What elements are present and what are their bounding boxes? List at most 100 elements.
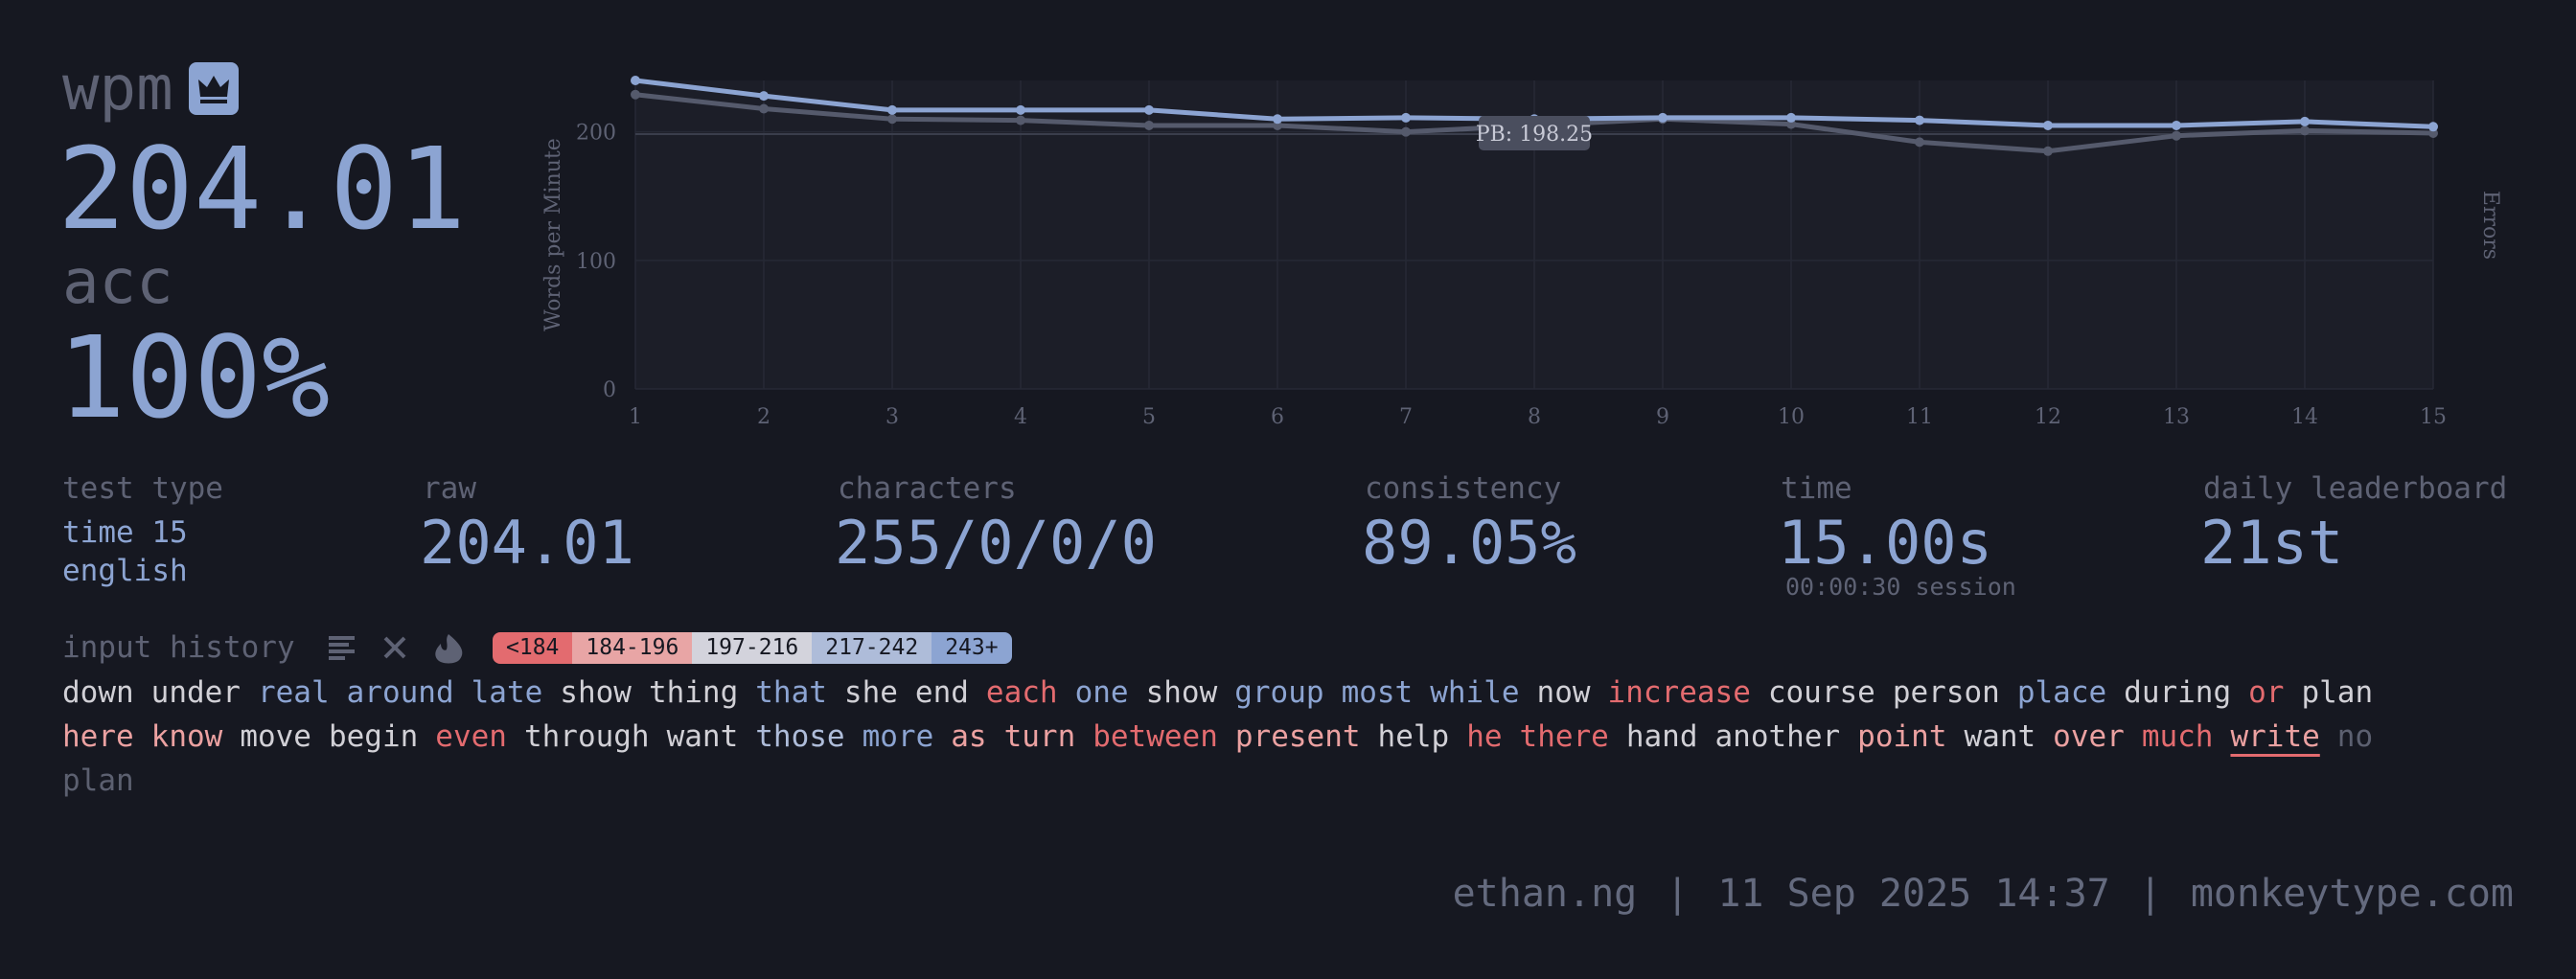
history-word: much — [2141, 719, 2214, 754]
stat-label: consistency — [1365, 471, 1562, 506]
history-word: between — [1092, 719, 1218, 754]
history-word: group — [1234, 675, 1324, 710]
history-word: another — [1714, 719, 1841, 754]
series-point — [1016, 115, 1025, 125]
y-axis-label: Words per Minute — [541, 138, 565, 331]
stat-value: 89.05% — [1362, 508, 1576, 578]
stat-label: test type — [62, 471, 223, 506]
history-word: move — [240, 719, 311, 754]
history-word: while — [1430, 675, 1520, 710]
history-word: plan — [2301, 675, 2374, 710]
input-history-label: input history — [62, 630, 295, 665]
series-point — [1786, 112, 1796, 123]
legend-item: 197-216 — [692, 632, 813, 664]
series-point — [2043, 120, 2053, 130]
series-point — [1658, 112, 1668, 123]
history-word: increase — [1607, 675, 1751, 710]
history-word: no — [2336, 719, 2374, 754]
series-point — [631, 89, 640, 100]
stat-value: 15.00s — [1778, 508, 1992, 578]
legend-item: <184 — [493, 632, 573, 664]
history-word: he — [1466, 719, 1503, 754]
stat-value: 21st — [2200, 508, 2344, 578]
x-tick-label: 5 — [1142, 405, 1156, 429]
series-point — [759, 91, 769, 102]
history-word: point — [1857, 719, 1947, 754]
history-word: as — [951, 719, 987, 754]
history-word: plan — [62, 763, 134, 798]
series-point — [759, 103, 769, 114]
history-word: one — [1074, 675, 1129, 710]
acc-label: acc — [62, 247, 173, 318]
stat-label: time — [1781, 471, 1852, 506]
history-word: more — [862, 719, 934, 754]
x-tick-label: 6 — [1271, 405, 1284, 429]
history-word: write — [2230, 719, 2320, 754]
footer-user: ethan.ng — [1452, 872, 1638, 916]
history-word: over — [2053, 719, 2125, 754]
series-point — [1915, 137, 1924, 148]
history-word: want — [1964, 719, 2036, 754]
series-point — [2300, 116, 2310, 126]
footer: ethan.ng | 11 Sep 2025 14:37 | monkeytype.co… — [1453, 872, 2514, 916]
x-tick-label: 3 — [886, 405, 899, 429]
history-word: most — [1341, 675, 1414, 710]
series-point — [2428, 122, 2438, 132]
x-tick-label: 1 — [629, 405, 642, 429]
series-point — [2300, 125, 2310, 136]
history-line: here know move begin even through want those mor… — [62, 715, 2390, 759]
wpm-label: wpm — [62, 54, 173, 125]
footer-separator: | — [1666, 872, 1690, 916]
stat-label: daily leaderboard — [2203, 471, 2508, 506]
history-word: place — [2016, 675, 2107, 710]
crown-badge — [189, 62, 239, 115]
footer-separator: | — [2138, 872, 2162, 916]
series-point — [1273, 114, 1282, 125]
series-point — [2172, 130, 2181, 141]
series-point — [2172, 120, 2181, 130]
history-word: course — [1767, 675, 1875, 710]
series-point — [1144, 104, 1154, 115]
stat-value: english — [62, 554, 188, 588]
stat-value: 204.01 — [420, 508, 634, 578]
series-point — [887, 104, 897, 115]
history-word: turn — [1003, 719, 1076, 754]
history-line: down under real around late show thing that she e… — [62, 671, 2390, 715]
history-word: show — [1145, 675, 1218, 710]
y-tick-label: 100 — [576, 250, 616, 274]
x-tick-label: 4 — [1014, 405, 1027, 429]
legend-item: 184-196 — [572, 632, 693, 664]
history-word: want — [666, 719, 739, 754]
history-word: present — [1234, 719, 1361, 754]
history-word: even — [435, 719, 507, 754]
history-word: those — [755, 719, 845, 754]
history-word: she — [843, 675, 898, 710]
x-tick-label: 14 — [2291, 405, 2318, 429]
history-word: help — [1377, 719, 1450, 754]
history-word: thing — [648, 675, 739, 710]
x-tick-label: 8 — [1528, 405, 1541, 429]
series-point — [1016, 104, 1025, 115]
series-point — [1401, 126, 1411, 137]
history-word: show — [560, 675, 632, 710]
series-point — [631, 76, 640, 85]
legend-item: 243+ — [932, 632, 1012, 664]
legend-item: 217-242 — [812, 632, 932, 664]
stat-value: 255/0/0/0 — [835, 508, 1157, 578]
x-tick-label: 15 — [2420, 405, 2447, 429]
x-tick-label: 2 — [757, 405, 770, 429]
acc-value: 100% — [58, 311, 331, 444]
x-tick-label: 9 — [1656, 405, 1669, 429]
history-word: know — [150, 719, 223, 754]
footer-site: monkeytype.com — [2190, 872, 2514, 916]
history-word: during — [2124, 675, 2232, 710]
history-word: now — [1536, 675, 1591, 710]
history-word: through — [523, 719, 650, 754]
history-word: person — [1892, 675, 2000, 710]
history-word: real — [257, 675, 330, 710]
x-tick-label: 11 — [1906, 405, 1933, 429]
wpm-value: 204.01 — [58, 123, 467, 255]
history-word: late — [471, 675, 543, 710]
